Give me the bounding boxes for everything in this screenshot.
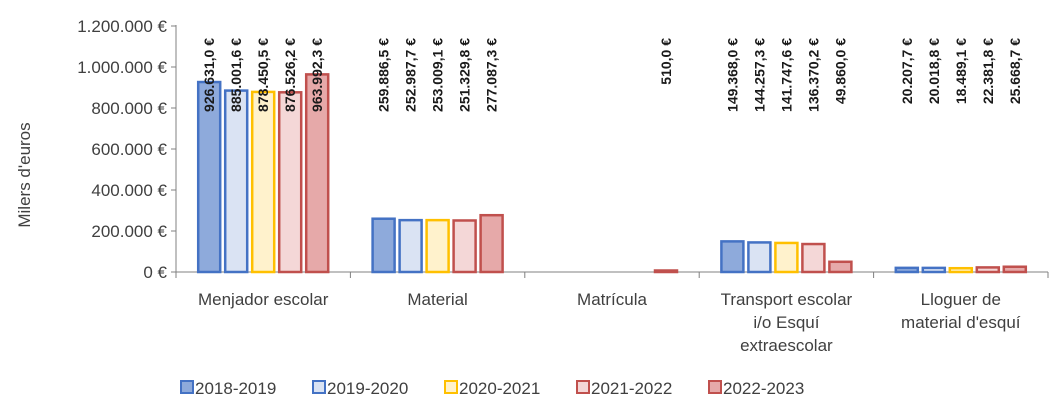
data-label: 144.257,3 € [751,38,767,112]
y-tick-label: 1.200.000 € [77,17,167,36]
data-label: 22.381,8 € [980,38,996,104]
bar [975,266,1001,274]
y-axis-ticks: 0 € 200.000 € 400.000 € 600.000 € 800.000 € 1… [77,17,176,282]
category-label: Matrícula [577,290,647,309]
category-label: i/o Esquí [753,313,819,332]
bar [277,91,303,274]
y-tick-label: 0 € [143,263,167,282]
category-labels: Menjador escolar Material Matrícula Transpo… [198,290,1021,355]
data-label: 885.001,6 € [228,38,244,112]
bar [304,73,330,274]
bars [196,73,1028,274]
data-label: 251.329,8 € [457,38,473,112]
legend-swatch [444,380,458,394]
legend-label: 2022-2023 [723,379,804,398]
bar [653,269,679,274]
bar [894,266,920,274]
legend-label: 2020-2021 [459,379,540,398]
y-tick-label: 800.000 € [91,99,167,118]
bar [747,241,772,274]
bar [921,266,947,274]
legend-swatch [312,380,326,394]
data-label: 878.450,5 € [255,38,271,112]
y-tick-label: 400.000 € [91,181,167,200]
legend-label: 2021-2022 [591,379,672,398]
data-label: 253.009,1 € [430,38,446,112]
bar [452,219,477,274]
bar [196,80,222,274]
category-label: material d'esquí [901,313,1021,332]
data-label: 20.207,7 € [899,38,915,104]
category-label: extraescolar [740,336,833,355]
category-label: Material [407,290,467,309]
data-label: 149.368,0 € [724,38,740,112]
bar [425,218,450,274]
bar [250,90,276,274]
bar [223,89,249,274]
data-label: 963.992,3 € [309,38,325,112]
data-label: 136.370,2 € [805,38,821,112]
y-axis-title: Milers d'euros [15,122,34,227]
bar [371,217,396,274]
data-label: 510,0 € [658,38,674,85]
bar [828,260,853,274]
legend-swatch [180,380,194,394]
category-label: Lloguer de [921,290,1001,309]
data-label: 18.489,1 € [953,38,969,104]
data-label: 49.860,0 € [832,38,848,104]
data-label: 141.747,6 € [778,38,794,112]
legend-swatch [708,380,722,394]
y-tick-label: 1.000.000 € [77,58,167,77]
legend-label: 2018-2019 [195,379,276,398]
data-label: 25.668,7 € [1007,38,1023,104]
data-label: 252.987,7 € [403,38,419,112]
data-label: 20.018,8 € [926,38,942,104]
data-label: 926.631,0 € [201,38,217,112]
y-tick-label: 600.000 € [91,140,167,159]
y-tick-label: 200.000 € [91,222,167,241]
bar [801,242,826,274]
legend-swatch [576,380,590,394]
bar [1002,265,1028,274]
y-axis-title-group: Milers d'euros [15,122,34,227]
bar [479,213,504,274]
legend-label: 2019-2020 [327,379,408,398]
data-labels: 926.631,0 € 259.886,5 € 149.368,0 € 20.207,… [201,38,1023,112]
category-label: Menjador escolar [198,290,329,309]
bar [774,241,799,274]
bar [398,218,423,274]
bar [948,266,974,274]
legend: 2018-2019 2019-2020 2020-2021 2021-2022 2022… [180,379,804,398]
bar [720,240,745,274]
data-label: 259.886,5 € [376,38,392,112]
data-label: 876.526,2 € [282,38,298,112]
category-label: Transport escolar [721,290,853,309]
data-label: 277.087,3 € [484,38,500,112]
